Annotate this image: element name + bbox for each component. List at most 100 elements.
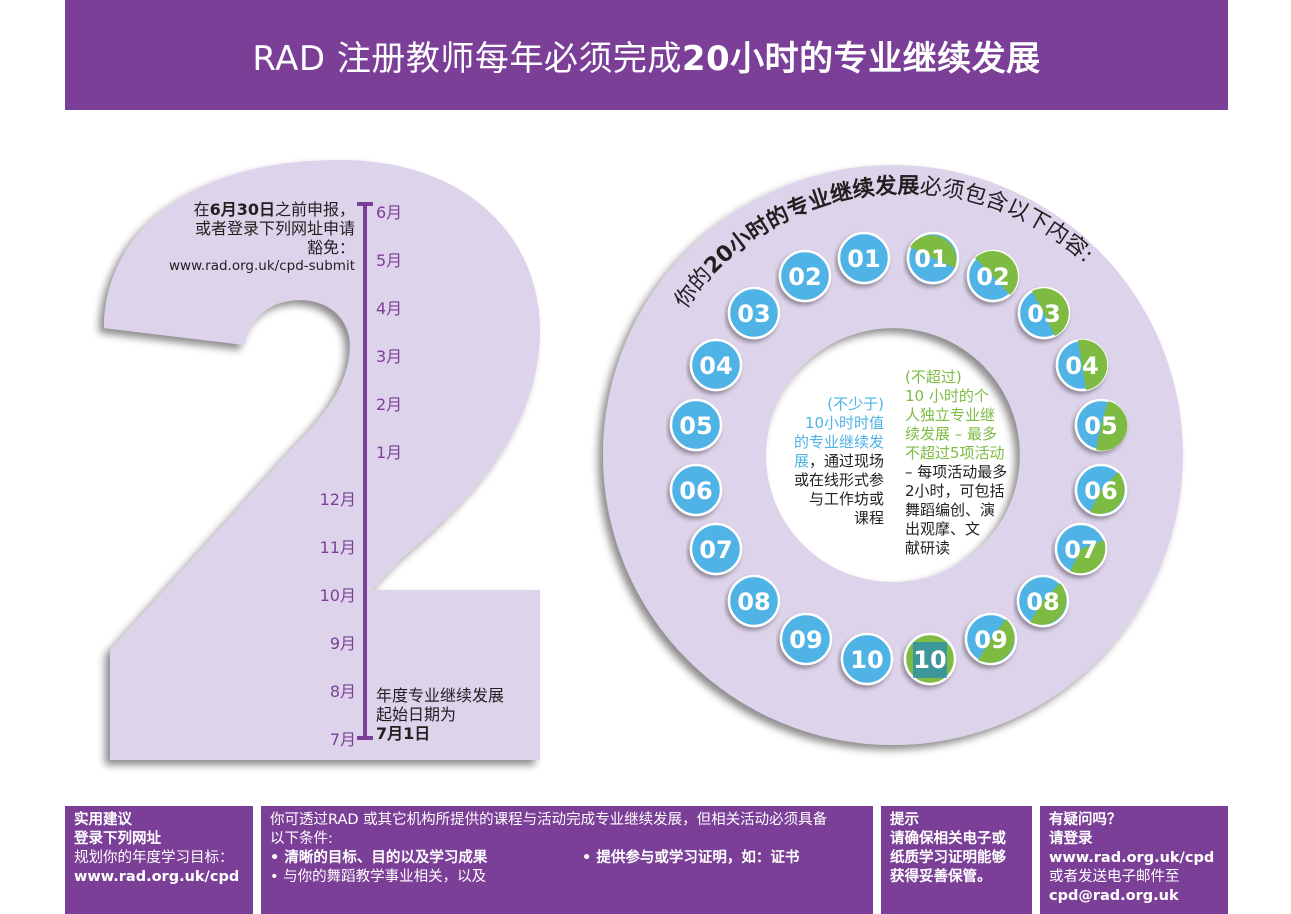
green-circle-label: 06 (1084, 477, 1117, 505)
green-circle-label: 09 (974, 626, 1007, 654)
inner-right-green4: 续发展 – 最多 (905, 425, 998, 443)
inner-right-green1: (不超过) (905, 368, 962, 386)
month-label: 4月 (376, 299, 403, 318)
inner-right-green5: 不超过5项活动 (905, 444, 1005, 462)
month-label: 11月 (319, 538, 356, 557)
green-circle (964, 612, 1018, 666)
tip-line3: 纸质学习证明能够 (890, 850, 1006, 866)
blue-circle-label: 06 (679, 477, 712, 505)
blue-circle-label: 10 (850, 646, 883, 674)
questions-line2: 请登录 (1049, 831, 1093, 847)
green-circle-label: 02 (976, 263, 1009, 291)
advice-line3: 规划你的年度学习目标： (74, 850, 234, 866)
questions-title: 有疑问吗？ (1049, 812, 1122, 828)
blue-circle (778, 249, 832, 303)
inner-right-green3: 人独立专业继 (905, 406, 996, 424)
timeline (357, 202, 373, 740)
conditions-bullet2: • 与你的舞蹈教学事业相关，以及 (270, 869, 487, 885)
conditions-line2: 以下条件: (270, 831, 333, 847)
questions-email[interactable]: cpd@rad.org.uk (1049, 888, 1179, 904)
footer-advice-box: 实用建议 登录下列网址 规划你的年度学习目标： www.rad.org.uk/c… (65, 806, 253, 914)
blue-circle (779, 612, 833, 666)
advice-url[interactable]: www.rad.org.uk/cpd (74, 869, 240, 885)
conditions-line1: 你可透过RAD 或其它机构所提供的课程与活动完成专业继续发展，但相关活动必须具备 (270, 812, 828, 828)
digit-two-shape (104, 160, 540, 760)
green-circle (1074, 463, 1128, 517)
blue-circle (689, 522, 743, 576)
blue-circle-label: 02 (788, 263, 821, 291)
green-circle (1017, 286, 1071, 340)
deadline-line3: 豁免： (306, 238, 355, 257)
blue-circle-label: 01 (847, 245, 880, 273)
deadline-suffix: 之前申报， (274, 200, 355, 219)
inner-left-blue4: 展 (793, 452, 809, 470)
month-label: 7月 (329, 730, 356, 749)
green-circle-label: 10 (913, 646, 946, 674)
blue-circle-label: 08 (737, 588, 770, 616)
questions-url[interactable]: www.rad.org.uk/cpd (1049, 850, 1215, 866)
inner-left-blue2: 10小时时值 (804, 414, 884, 432)
inner-left-dark7: 课程 (853, 509, 884, 527)
green-circle (906, 231, 960, 285)
tip-title: 提示 (890, 812, 919, 828)
green-circle (1055, 338, 1109, 392)
inner-right-dark9: 出观摩、文 (905, 520, 981, 538)
month-label: 10月 (319, 586, 356, 605)
start-line1: 年度专业继续发展 (376, 686, 505, 705)
month-label: 5月 (376, 251, 403, 270)
deadline-note: 在6月30日之前申报， 或者登录下列网址申请 豁免： www.rad.org.u… (150, 200, 355, 276)
blue-circle-label: 09 (789, 626, 822, 654)
month-label: 8月 (329, 682, 356, 701)
questions-line4: 或者发送电子邮件至 (1049, 869, 1180, 885)
blue-circle (669, 463, 723, 517)
month-label: 9月 (329, 634, 356, 653)
conditions-bullet3: • 提供参与或学习证明，如：证书 (582, 850, 800, 866)
inner-left-blue3: 的专业继续发 (793, 433, 884, 451)
green-circle-label: 03 (1027, 300, 1060, 328)
blue-circle-label: 04 (699, 352, 732, 380)
tip-line4: 获得妥善保管。 (890, 869, 992, 885)
blue-circle-label: 03 (737, 300, 770, 328)
blue-circle (837, 231, 891, 285)
month-label: 1月 (376, 443, 403, 462)
tip-line2: 请确保相关电子或 (890, 831, 1006, 847)
green-circle-label: 04 (1065, 352, 1098, 380)
blue-circle (727, 574, 781, 628)
green-circle (903, 632, 957, 686)
inner-left-blue1: (不少于) (827, 395, 884, 413)
inner-right-dark10: 献研读 (905, 539, 951, 557)
month-label: 6月 (376, 203, 403, 222)
header-title-part2: 20小时的专业继续发展 (681, 38, 1041, 79)
inner-left-dark6: 与工作坊或 (808, 490, 884, 508)
inner-right-dark7: 2小时，可包括 (905, 482, 1005, 500)
advice-line2: 登录下列网址 (74, 831, 161, 847)
header-title-part1: RAD 注册教师每年必须完成 (252, 38, 682, 79)
month-label: 3月 (376, 347, 403, 366)
green-circle (1054, 522, 1108, 576)
deadline-url[interactable]: www.rad.org.uk/cpd-submit (168, 258, 355, 274)
inner-right-text: (不超过) 10 小时的个 人独立专业继 续发展 – 最多 不超过5项活动 – … (905, 368, 1030, 558)
footer-tip-box: 提示 请确保相关电子或 纸质学习证明能够 获得妥善保管。 (881, 806, 1032, 914)
blue-circle (669, 398, 723, 452)
inner-left-text: (不少于) 10小时时值 的专业继续发 展，通过现场 或在线形式参 与工作坊或 … (770, 395, 884, 528)
footer-conditions-box: 你可透过RAD 或其它机构所提供的课程与活动完成专业继续发展，但相关活动必须具备… (261, 806, 873, 914)
blue-circle-label: 05 (679, 412, 712, 440)
inner-right-dark8: 舞蹈编创、演 (905, 501, 996, 519)
month-label: 2月 (376, 395, 403, 414)
start-date-note: 年度专业继续发展 起始日期为 7月1日 (376, 686, 504, 743)
green-circle-label: 01 (914, 245, 947, 273)
deadline-prefix: 在 (193, 200, 210, 219)
deadline-line2: 或者登录下列网址申请 (194, 219, 355, 238)
green-circle-label: 08 (1026, 588, 1059, 616)
green-circle (966, 249, 1020, 303)
green-circles: 01 02 03 04 05 06 07 (903, 231, 1128, 686)
blue-circles: 01 02 03 04 05 06 07 08 09 10 (669, 231, 894, 686)
inner-left-dark4: ，通过现场 (808, 452, 884, 470)
blue-circle-label: 07 (699, 536, 732, 564)
blue-circle (689, 338, 743, 392)
start-date: 7月1日 (376, 724, 431, 743)
deadline-date: 6月30日 (209, 200, 275, 219)
month-label: 12月 (319, 490, 356, 509)
inner-right-dark6: – 每项活动最多 (905, 463, 1008, 481)
